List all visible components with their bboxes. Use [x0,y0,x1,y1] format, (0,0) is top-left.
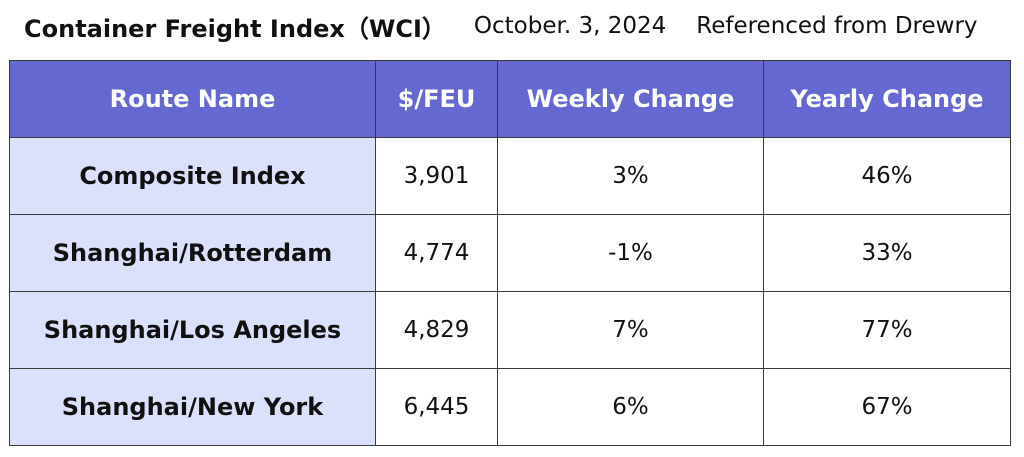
price-cell: 6,445 [375,368,498,446]
table-row: Shanghai/Rotterdam 4,774 -1% 33% [9,214,1011,292]
chart-source: Referenced from Drewry [696,13,978,39]
route-name-cell: Shanghai/Los Angeles [9,291,376,369]
chart-title: Container Freight Index（WCI） [24,14,446,43]
header-row: Route Name $/FEU Weekly Change Yearly Ch… [9,60,1011,138]
weekly-change-cell: 7% [497,291,764,369]
yearly-change-cell: 67% [763,368,1011,446]
column-header-weekly-change: Weekly Change [497,60,764,138]
route-name-cell: Shanghai/Rotterdam [9,214,376,292]
yearly-change-cell: 77% [763,291,1011,369]
price-cell: 4,829 [375,291,498,369]
column-header-route-name: Route Name [9,60,376,138]
yearly-change-cell: 33% [763,214,1011,292]
column-header-yearly-change: Yearly Change [763,60,1011,138]
weekly-change-cell: 3% [497,137,764,215]
chart-date: October. 3, 2024 [473,13,667,39]
freight-index-table: Route Name $/FEU Weekly Change Yearly Ch… [9,60,1011,446]
table-row: Composite Index 3,901 3% 46% [9,137,1011,215]
weekly-change-cell: -1% [497,214,764,292]
column-header-price: $/FEU [375,60,498,138]
table-row: Shanghai/New York 6,445 6% 67% [9,368,1011,446]
table-row: Shanghai/Los Angeles 4,829 7% 77% [9,291,1011,369]
price-cell: 3,901 [375,137,498,215]
weekly-change-cell: 6% [497,368,764,446]
yearly-change-cell: 46% [763,137,1011,215]
table-header-line: Container Freight Index（WCI） October. 3,… [24,0,1014,52]
route-name-cell: Shanghai/New York [9,368,376,446]
price-cell: 4,774 [375,214,498,292]
route-name-cell: Composite Index [9,137,376,215]
